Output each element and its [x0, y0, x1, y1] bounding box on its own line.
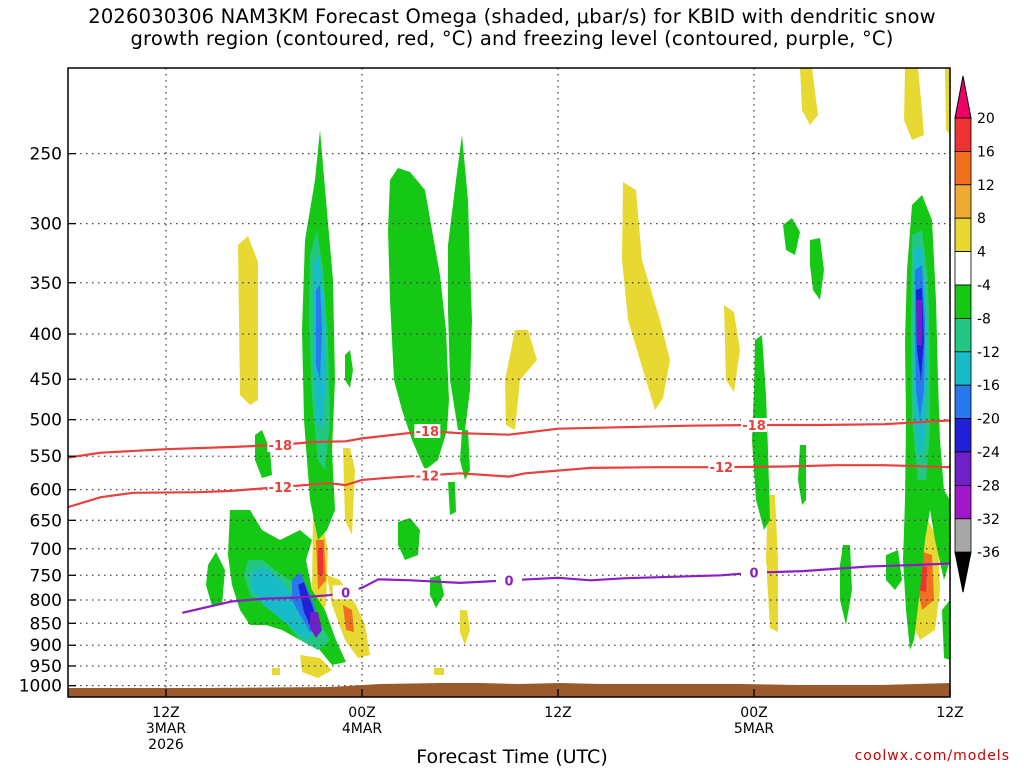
omega-region-very-strong-negative — [292, 265, 925, 632]
colorbar-bin — [954, 184, 972, 219]
colorbar-label: -20 — [977, 412, 1000, 428]
y-tick-label: 300 — [30, 215, 62, 235]
x-tick-label: 4MAR — [342, 721, 383, 737]
contour-label: 0 — [341, 586, 350, 601]
contour-label-bg — [741, 565, 767, 580]
x-tick-label: 12Z — [936, 705, 963, 721]
contour-label: -12 — [710, 461, 734, 476]
y-tick-label: 600 — [30, 481, 62, 501]
contour-label-bg — [496, 573, 522, 588]
y-tick-label: 550 — [30, 447, 62, 467]
contour-label-bg — [741, 417, 767, 432]
colorbar-label: -28 — [977, 478, 1000, 494]
contour-label-bg — [267, 480, 294, 495]
colorbar-bin — [954, 484, 972, 520]
contour-label: -12 — [269, 481, 293, 496]
colorbar-cap-top — [954, 75, 972, 119]
omega-region-negative — [206, 130, 950, 665]
x-tick-label: 00Z — [740, 705, 767, 721]
colorbar-label: 8 — [977, 211, 986, 227]
colorbar-bin — [954, 351, 972, 386]
contour-label: -18 — [416, 425, 440, 440]
contour-label: -18 — [742, 419, 766, 434]
site-credit: coolwx.com/models — [854, 748, 1010, 764]
colorbar-bin — [954, 451, 972, 486]
x-tick-label: 5MAR — [734, 721, 775, 737]
colorbar: 20 16 12 8 4 -4 -8 -12 -16 -20 -24 -28 -32 -36 — [954, 75, 1000, 593]
y-tick-label: 500 — [30, 411, 62, 431]
colorbar-label: -8 — [977, 311, 991, 327]
contour-label-bg — [332, 585, 359, 600]
contour-label-bg — [708, 460, 735, 475]
colorbar-bin — [954, 384, 972, 420]
contour-label-bg — [414, 468, 441, 483]
x-tick-label: 3MAR — [146, 721, 187, 737]
y-tick-label: 1000 — [19, 677, 62, 697]
y-tick-label: 700 — [30, 540, 62, 560]
x-tick-label: 2026 — [148, 737, 184, 753]
colorbar-bin — [954, 117, 972, 152]
x-axis-title: Forecast Time (UTC) — [416, 746, 608, 768]
x-tick-label: 00Z — [348, 705, 375, 721]
colorbar-label: 12 — [977, 178, 995, 194]
colorbar-cap-bottom — [954, 551, 972, 593]
chart-title: 2026030306 NAM3KM Forecast Omega (shaded… — [0, 6, 1024, 50]
omega-region-strong-negative — [252, 245, 927, 640]
chart-title-line2: growth region (contoured, red, °C) and f… — [130, 27, 894, 50]
colorbar-bin — [954, 150, 972, 186]
colorbar-bin — [954, 518, 972, 553]
colorbar-label: 20 — [977, 111, 995, 127]
omega-region-positive — [238, 68, 950, 678]
x-tick-label: 12Z — [152, 705, 179, 721]
ground-surface — [68, 683, 950, 697]
y-tick-label: 850 — [30, 614, 62, 634]
colorbar-label: -32 — [977, 512, 1000, 528]
colorbar-bin — [954, 251, 972, 286]
y-tick-label: 900 — [30, 636, 62, 656]
contour-line — [68, 464, 950, 509]
contour-label: -12 — [416, 469, 440, 484]
x-tick-label: 12Z — [544, 705, 571, 721]
contour-label-bg — [414, 423, 441, 438]
y-tick-label: 750 — [30, 566, 62, 586]
chart-title-line1: 2026030306 NAM3KM Forecast Omega (shaded… — [88, 5, 936, 28]
contour-label: 0 — [749, 567, 758, 582]
contour-label: 0 — [504, 574, 513, 589]
colorbar-bin — [954, 418, 972, 453]
contour-line — [68, 419, 950, 459]
y-tick-label: 800 — [30, 591, 62, 611]
y-tick-label: 250 — [30, 145, 62, 165]
y-axis: 2503003504004505005506006507007508008509… — [19, 145, 76, 697]
colorbar-label: -12 — [977, 345, 1000, 361]
contour-label: -18 — [269, 439, 293, 454]
y-tick-label: 950 — [30, 657, 62, 677]
y-tick-label: 650 — [30, 511, 62, 531]
plot-frame — [67, 67, 951, 698]
omega-shading — [206, 68, 950, 678]
contour-line — [182, 562, 950, 614]
omega-region-moderate-negative — [244, 230, 930, 650]
colorbar-bin — [954, 217, 972, 252]
colorbar-bin — [954, 284, 972, 319]
y-tick-label: 450 — [30, 370, 62, 390]
colorbar-bin — [954, 317, 972, 353]
colorbar-label: 4 — [977, 245, 986, 261]
colorbar-label: -24 — [977, 445, 1000, 461]
y-tick-label: 350 — [30, 274, 62, 294]
colorbar-label: -4 — [977, 278, 991, 294]
colorbar-label: 16 — [977, 144, 995, 160]
colorbar-label: -36 — [977, 545, 1000, 561]
contour-label-bg — [267, 437, 294, 452]
colorbar-label: -16 — [977, 378, 1000, 394]
contours: -18 -18 -18 -12 -12 -12 0 0 0 — [68, 417, 950, 614]
y-tick-label: 400 — [30, 325, 62, 345]
